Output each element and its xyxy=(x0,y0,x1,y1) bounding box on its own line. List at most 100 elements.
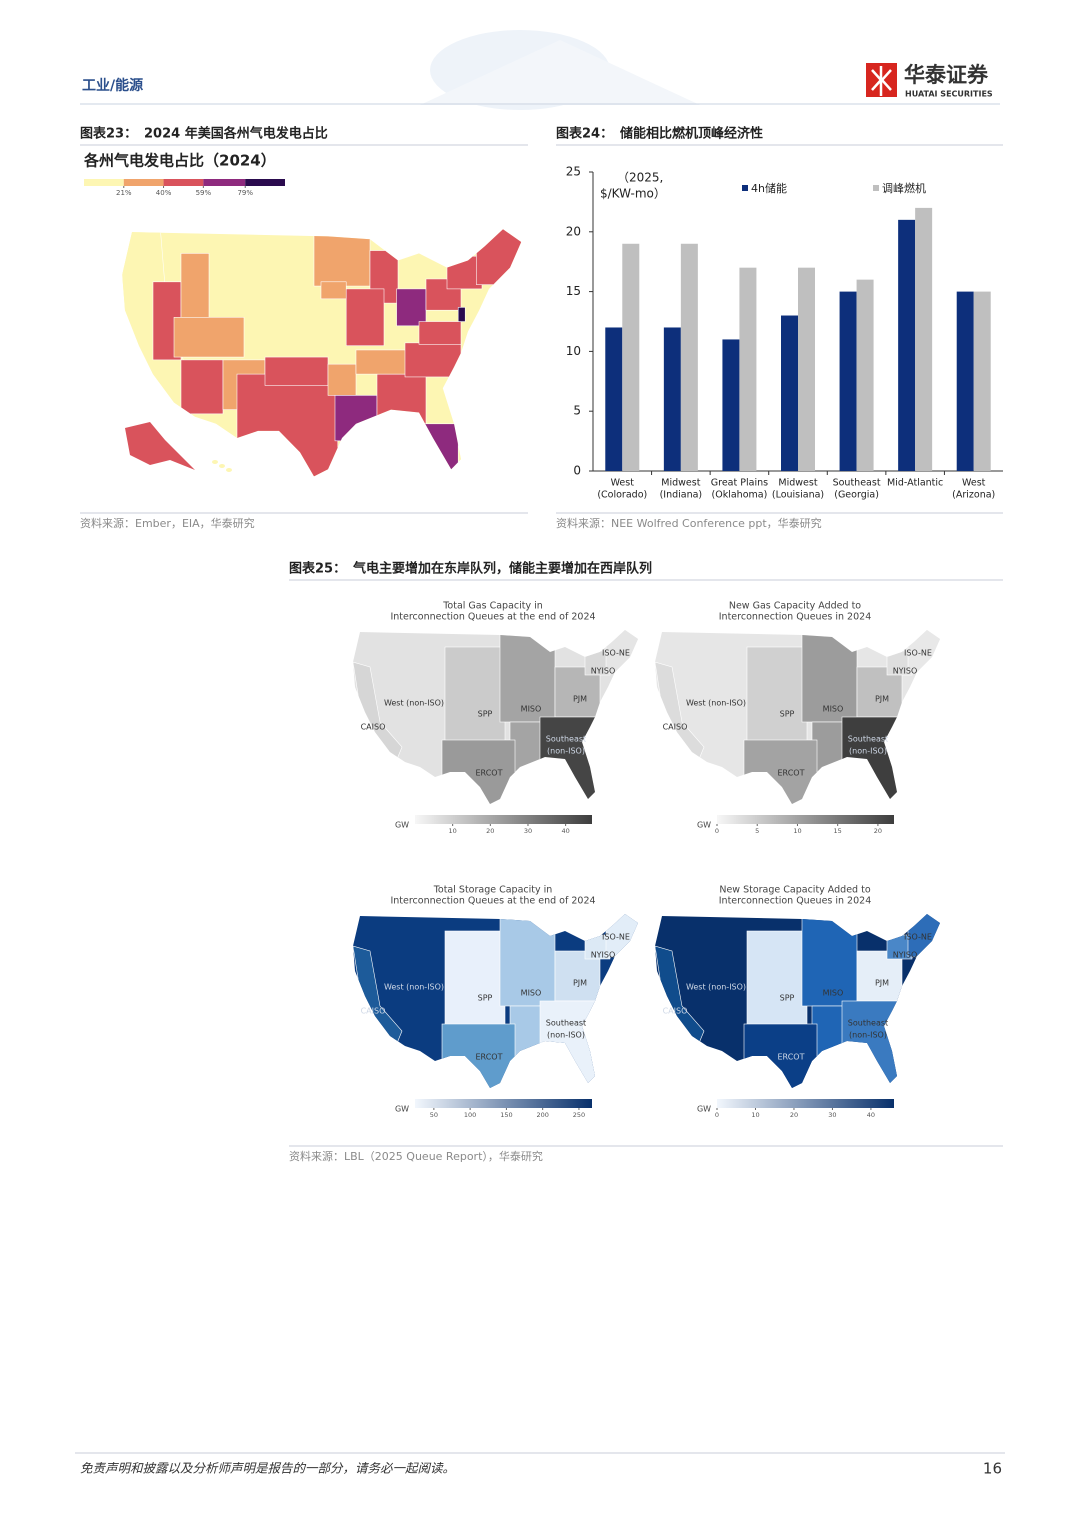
y-tick-label: 5 xyxy=(573,404,581,418)
y-axis-label: $/KW-mo） xyxy=(600,187,666,201)
legend-swatch xyxy=(873,185,879,191)
region-label: ERCOT xyxy=(778,769,805,778)
region-label: NYISO xyxy=(591,667,616,676)
state xyxy=(404,423,459,477)
region-label: PJM xyxy=(573,695,587,704)
state xyxy=(173,317,245,358)
figure-label: 图表25： xyxy=(289,561,346,577)
page-number: 16 xyxy=(983,1460,1002,1478)
x-tick-label: Midwest xyxy=(778,478,817,489)
legend-label: 4h储能 xyxy=(751,181,787,195)
x-tick-label: Mid-Atlantic xyxy=(887,478,943,489)
y-tick-label: 15 xyxy=(566,284,581,298)
region-label: ISO-NE xyxy=(904,933,932,942)
region-label: MISO xyxy=(521,705,542,714)
region-label: ISO-NE xyxy=(904,649,932,658)
state xyxy=(313,231,371,287)
region-map: West (non-ISO) CAISO SPP MISO PJM ISO-NE NYISO… xyxy=(655,630,940,804)
bar xyxy=(856,279,874,471)
legend-tick-label: 59% xyxy=(196,189,212,197)
figure-title: 气电主要增加在东岸队列，储能主要增加在西岸队列 xyxy=(353,561,652,577)
colorbar-tick-label: 20 xyxy=(486,827,494,835)
state xyxy=(396,288,427,327)
figure-source: 资料来源：LBL（2025 Queue Report），华泰研究 xyxy=(289,1149,543,1163)
legend-swatch xyxy=(742,185,748,191)
map-title: Total Gas Capacity in xyxy=(442,601,543,612)
x-tick-label: West xyxy=(611,478,635,489)
region-label: ERCOT xyxy=(778,1053,805,1062)
map-title: New Gas Capacity Added to xyxy=(729,601,861,612)
colorbar xyxy=(717,815,894,824)
alaska xyxy=(125,422,195,470)
figure-source: 资料来源：NEE Wolfred Conference ppt，华泰研究 xyxy=(556,516,822,530)
bar xyxy=(722,339,740,471)
colorbar-tick-label: 40 xyxy=(561,827,569,835)
colorbar xyxy=(415,815,592,824)
colorbar-tick-label: 10 xyxy=(449,827,457,835)
map-title: Interconnection Queues at the end of 202… xyxy=(390,896,595,907)
region-label: Southeast xyxy=(848,1019,888,1028)
colorbar-unit: GW xyxy=(395,1105,409,1114)
region-label: SPP xyxy=(478,994,493,1003)
brand-en: HUATAI SECURITIES xyxy=(905,90,993,99)
colorbar-tick-label: 10 xyxy=(793,827,801,835)
region-label: ISO-NE xyxy=(602,649,630,658)
region-label: NYISO xyxy=(591,951,616,960)
region-label: ISO-NE xyxy=(602,933,630,942)
colorbar-tick-label: 10 xyxy=(751,1111,759,1119)
x-tick-label: West xyxy=(962,478,986,489)
map-title: 各州气电发电占比（2024） xyxy=(83,152,276,170)
state xyxy=(334,395,378,442)
colorbar-tick-label: 5 xyxy=(755,827,759,835)
y-tick-label: 0 xyxy=(573,464,581,478)
region xyxy=(841,1000,913,1088)
region-label: SPP xyxy=(780,710,795,719)
colorbar-tick-label: 100 xyxy=(464,1111,476,1119)
bar xyxy=(680,243,698,471)
states xyxy=(122,229,522,477)
x-tick-label: (Indiana) xyxy=(660,490,703,501)
colorbar xyxy=(415,1099,592,1108)
hawaii xyxy=(226,468,232,472)
region-map: West (non-ISO) CAISO SPP MISO PJM ISO-NE NYISO… xyxy=(353,914,638,1088)
colorbar-tick-label: 200 xyxy=(536,1111,548,1119)
brand: 华泰证券 xyxy=(904,63,989,87)
colorbar-tick-label: 30 xyxy=(524,827,532,835)
region-label: Southeast xyxy=(848,735,888,744)
bar xyxy=(739,267,757,471)
region-label: SPP xyxy=(780,994,795,1003)
state xyxy=(457,307,466,322)
y-axis-label: （2025, xyxy=(617,171,663,185)
region-map: West (non-ISO) CAISO SPP MISO PJM ISO-NE NYISO… xyxy=(353,630,638,804)
region xyxy=(539,1000,611,1088)
legend-swatch xyxy=(163,179,204,186)
region-label: NYISO xyxy=(893,951,918,960)
header-decoration xyxy=(420,40,700,105)
region xyxy=(444,646,506,743)
region-label: PJM xyxy=(573,979,587,988)
section-title: 工业/能源 xyxy=(82,77,143,94)
colorbar-tick-label: 40 xyxy=(867,1111,875,1119)
state xyxy=(404,342,462,378)
region xyxy=(856,666,903,718)
disclaimer: 免责声明和披露以及分析师声明是报告的一部分，请务必一起阅读。 xyxy=(80,1461,455,1476)
map-title: Interconnection Queues in 2024 xyxy=(719,612,872,623)
region-label: PJM xyxy=(875,979,889,988)
region-label: (non-ISO) xyxy=(547,1031,585,1040)
region xyxy=(554,666,601,718)
x-tick-label: (Louisiana) xyxy=(772,490,824,501)
region-label: CAISO xyxy=(663,723,688,732)
figure-source: 资料来源：Ember，EIA，华泰研究 xyxy=(80,516,255,530)
colorbar-tick-label: 0 xyxy=(715,827,719,835)
bar xyxy=(898,219,916,471)
y-tick-label: 10 xyxy=(566,344,581,358)
region-label: West (non-ISO) xyxy=(384,699,444,708)
colorbar-unit: GW xyxy=(395,821,409,830)
region xyxy=(841,716,913,804)
region xyxy=(746,646,808,743)
figure-label: 图表23： xyxy=(80,126,137,142)
map-title: Interconnection Queues in 2024 xyxy=(719,896,872,907)
region-label: (non-ISO) xyxy=(547,747,585,756)
x-tick-label: Southeast xyxy=(833,478,881,489)
